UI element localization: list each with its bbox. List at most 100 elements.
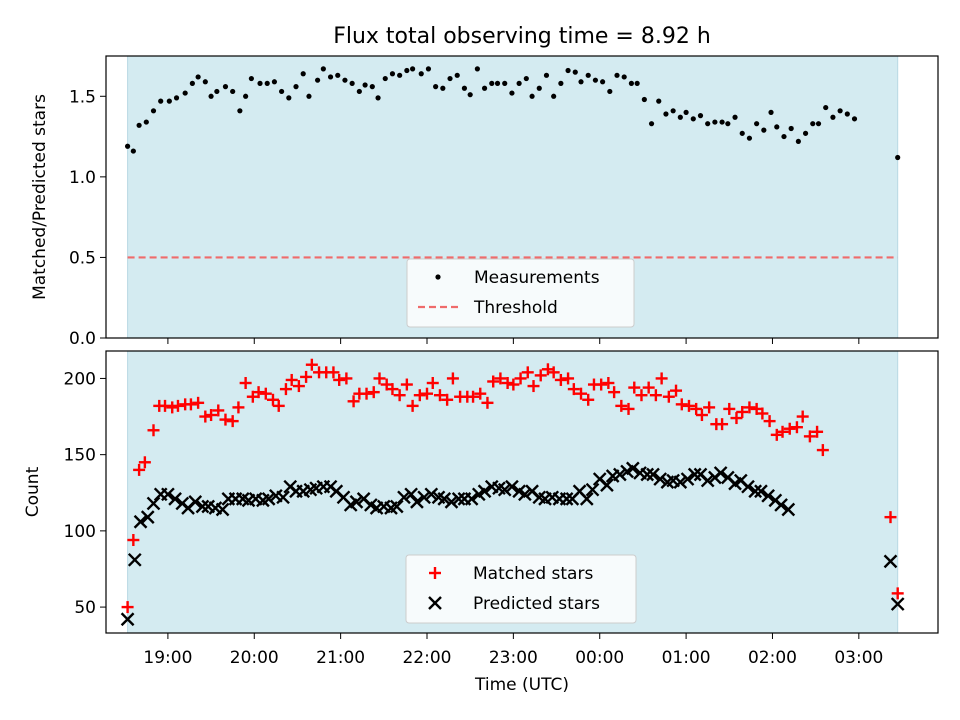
matched-star-point bbox=[534, 369, 547, 382]
predicted-star-point bbox=[410, 495, 424, 509]
legend-predicted-marker bbox=[428, 596, 442, 610]
matched-star-point bbox=[272, 399, 285, 412]
measurement-point bbox=[697, 113, 704, 119]
matched-star-point bbox=[300, 370, 313, 383]
matched-star-point bbox=[441, 393, 454, 406]
matched-star-point bbox=[655, 372, 668, 385]
measurement-point bbox=[732, 114, 738, 120]
matched-star-point bbox=[891, 587, 904, 600]
matched-star-point bbox=[285, 373, 298, 386]
matched-star-point bbox=[622, 402, 635, 415]
predicted-star-point bbox=[404, 487, 419, 502]
measurement-point bbox=[690, 116, 696, 122]
predicted-star-point bbox=[276, 490, 290, 505]
matched-star-point bbox=[554, 373, 567, 386]
measurement-point bbox=[320, 66, 326, 72]
measurement-point bbox=[286, 95, 292, 101]
x-tick-label: 23:00 bbox=[489, 648, 538, 668]
measurement-point bbox=[536, 85, 542, 91]
predicted-star-point bbox=[417, 490, 431, 505]
x-tick-label: 20:00 bbox=[230, 648, 279, 668]
predicted-star-point bbox=[195, 499, 210, 514]
matched-star-point bbox=[635, 389, 648, 402]
measurement-point bbox=[454, 72, 460, 78]
predicted-star-point bbox=[774, 498, 788, 512]
measurement-point bbox=[195, 74, 201, 80]
matched-star-point bbox=[426, 377, 439, 390]
matched-star-point bbox=[547, 366, 560, 379]
ratio-y-tick-label: 1.0 bbox=[69, 168, 96, 188]
legend-measurements-marker bbox=[435, 274, 441, 280]
predicted-star-point bbox=[261, 492, 276, 506]
count-y-tick-label: 150 bbox=[64, 446, 96, 466]
x-axis-label: Time (UTC) bbox=[474, 675, 569, 695]
matched-star-point bbox=[433, 389, 446, 402]
x-tick-label: 01:00 bbox=[662, 648, 711, 668]
matched-star-point bbox=[730, 412, 743, 425]
measurement-point bbox=[230, 88, 236, 95]
matched-star-point bbox=[628, 381, 641, 394]
measurement-point bbox=[712, 119, 718, 125]
measurement-point bbox=[166, 98, 172, 104]
predicted-star-point bbox=[673, 475, 688, 489]
matched-star-point bbox=[199, 410, 212, 423]
matched-star-point bbox=[567, 383, 580, 396]
matched-star-point bbox=[884, 511, 897, 524]
matched-star-point bbox=[259, 387, 272, 400]
legend-measurements-label: Measurements bbox=[474, 268, 600, 288]
ratio-y-tick-label: 0.5 bbox=[69, 248, 96, 268]
measurement-point bbox=[600, 79, 606, 85]
matched-star-point bbox=[305, 358, 318, 371]
measurement-point bbox=[768, 109, 774, 115]
measurement-point bbox=[271, 79, 278, 85]
measurement-point bbox=[781, 133, 787, 140]
matched-star-point bbox=[192, 396, 205, 409]
measurement-point bbox=[143, 119, 149, 125]
matched-star-point bbox=[327, 366, 340, 379]
matched-star-point bbox=[670, 384, 683, 397]
matched-star-point bbox=[790, 421, 803, 434]
matched-star-point bbox=[360, 387, 373, 400]
matched-star-point bbox=[723, 402, 736, 415]
predicted-star-point bbox=[424, 487, 439, 502]
predicted-star-point bbox=[518, 487, 532, 502]
measurement-point bbox=[124, 143, 131, 149]
measurement-point bbox=[248, 75, 254, 82]
matched-star-point bbox=[527, 380, 540, 393]
measurement-point bbox=[489, 80, 495, 86]
measurement-point bbox=[136, 122, 142, 128]
matched-star-point bbox=[763, 415, 776, 428]
legend-matched-label: Matched stars bbox=[473, 564, 593, 584]
measurement-point bbox=[578, 79, 584, 85]
count-panel: 50 100 150 200 19:00 20:00 21:00 22:00 23:00 00:… bbox=[23, 350, 939, 695]
measurement-point bbox=[306, 93, 312, 99]
measurement-point bbox=[565, 67, 571, 74]
measurement-point bbox=[418, 71, 424, 77]
matched-star-point bbox=[595, 378, 608, 391]
count-y-axis-label: Count bbox=[23, 466, 43, 517]
measurement-point bbox=[739, 130, 745, 136]
predicted-star-point bbox=[687, 467, 702, 482]
count-legend: Matched stars Predicted stars bbox=[405, 554, 637, 624]
measurement-point bbox=[279, 88, 285, 95]
predicted-star-point bbox=[188, 495, 203, 509]
measurement-point bbox=[683, 109, 689, 115]
matched-star-point bbox=[494, 372, 507, 385]
matched-star-point bbox=[514, 372, 527, 385]
predicted-star-point bbox=[741, 479, 755, 494]
ratio-legend: Measurements Threshold bbox=[406, 258, 635, 328]
measurement-point bbox=[214, 88, 220, 95]
predicted-star-point bbox=[761, 488, 775, 503]
measurement-point bbox=[300, 71, 306, 77]
predicted-star-point bbox=[890, 597, 905, 611]
matched-star-point bbox=[386, 383, 399, 396]
count-plot-frame bbox=[105, 350, 939, 634]
measurement-point bbox=[158, 98, 164, 104]
measurement-point bbox=[543, 72, 550, 78]
matched-star-point bbox=[501, 377, 514, 390]
measurement-point bbox=[719, 119, 725, 125]
predicted-star-point bbox=[497, 482, 512, 497]
measurement-point bbox=[509, 90, 515, 96]
predicted-star-point bbox=[133, 514, 148, 529]
